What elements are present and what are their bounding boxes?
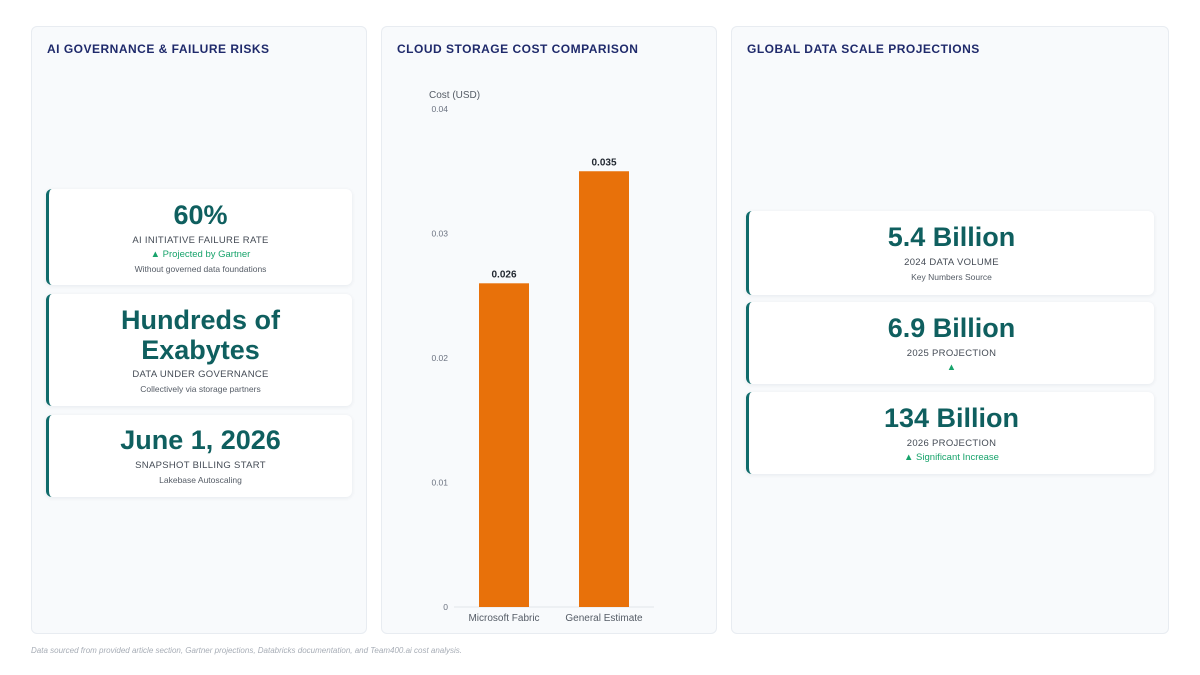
kpi-trend: ▲ Projected by Gartner <box>150 248 251 260</box>
y-tick-label: 0.02 <box>431 353 448 363</box>
data-scale-panel: GLOBAL DATA SCALE PROJECTIONS 5.4 Billio… <box>731 26 1169 634</box>
panel-title: GLOBAL DATA SCALE PROJECTIONS <box>747 42 980 56</box>
kpi-card-failure-rate: 60% AI INITIATIVE FAILURE RATE ▲ Project… <box>46 189 352 285</box>
kpi-value: 60% <box>173 200 228 230</box>
y-tick-label: 0.03 <box>431 229 448 239</box>
bar-chart: Cost (USD) 0 0.01 0.02 0.03 0.04 0.026 Microsof… <box>429 90 654 624</box>
panel-title: AI GOVERNANCE & FAILURE RISKS <box>47 42 270 56</box>
kpi-value: June 1, 2026 <box>120 425 281 455</box>
kpi-value: 134 Billion <box>883 403 1020 433</box>
governance-panel: AI GOVERNANCE & FAILURE RISKS 60% AI INI… <box>31 26 367 634</box>
kpi-label: SNAPSHOT BILLING START <box>135 459 266 471</box>
kpi-card-2024-volume: 5.4 Billion 2024 DATA VOLUME Key Numbers… <box>746 211 1154 295</box>
kpi-note: Key Numbers Source <box>911 271 992 282</box>
x-tick-label: Microsoft Fabric <box>468 613 539 624</box>
bar <box>579 171 629 607</box>
kpi-label: 2026 PROJECTION <box>906 437 997 449</box>
y-tick-label: 0.04 <box>431 104 448 114</box>
kpi-note: Without governed data foundations <box>134 263 267 274</box>
footer-source-note: Data sourced from provided article secti… <box>31 646 463 655</box>
y-tick-label: 0 <box>443 602 448 612</box>
x-tick-label: General Estimate <box>565 613 643 624</box>
storage-cost-panel: CLOUD STORAGE COST COMPARISON Cost (USD)… <box>381 26 717 634</box>
kpi-trend: ▲ <box>946 361 957 373</box>
kpi-label: 2025 PROJECTION <box>906 347 997 359</box>
kpi-card-2026-projection: 134 Billion 2026 PROJECTION ▲ Significan… <box>746 392 1154 474</box>
y-axis-label: Cost (USD) <box>429 90 480 101</box>
kpi-note: Collectively via storage partners <box>140 384 261 395</box>
kpi-trend: ▲ Significant Increase <box>904 451 999 463</box>
data-label: 0.035 <box>591 157 616 168</box>
kpi-value: 6.9 Billion <box>887 313 1016 343</box>
kpi-label: 2024 DATA VOLUME <box>904 256 999 268</box>
y-tick-label: 0.01 <box>431 478 448 488</box>
kpi-note: Lakebase Autoscaling <box>159 474 242 485</box>
kpi-label: DATA UNDER GOVERNANCE <box>132 369 269 381</box>
bar <box>479 283 529 607</box>
kpi-card-data-governance: Hundreds of Exabytes DATA UNDER GOVERNAN… <box>46 294 352 406</box>
kpi-value: Hundreds of Exabytes <box>121 305 280 365</box>
kpi-card-2025-projection: 6.9 Billion 2025 PROJECTION ▲ <box>746 302 1154 384</box>
data-label: 0.026 <box>491 269 516 280</box>
panel-title: CLOUD STORAGE COST COMPARISON <box>397 42 639 56</box>
kpi-value: 5.4 Billion <box>887 222 1016 252</box>
kpi-label: AI INITIATIVE FAILURE RATE <box>132 234 269 246</box>
kpi-card-billing-start: June 1, 2026 SNAPSHOT BILLING START Lake… <box>46 415 352 497</box>
